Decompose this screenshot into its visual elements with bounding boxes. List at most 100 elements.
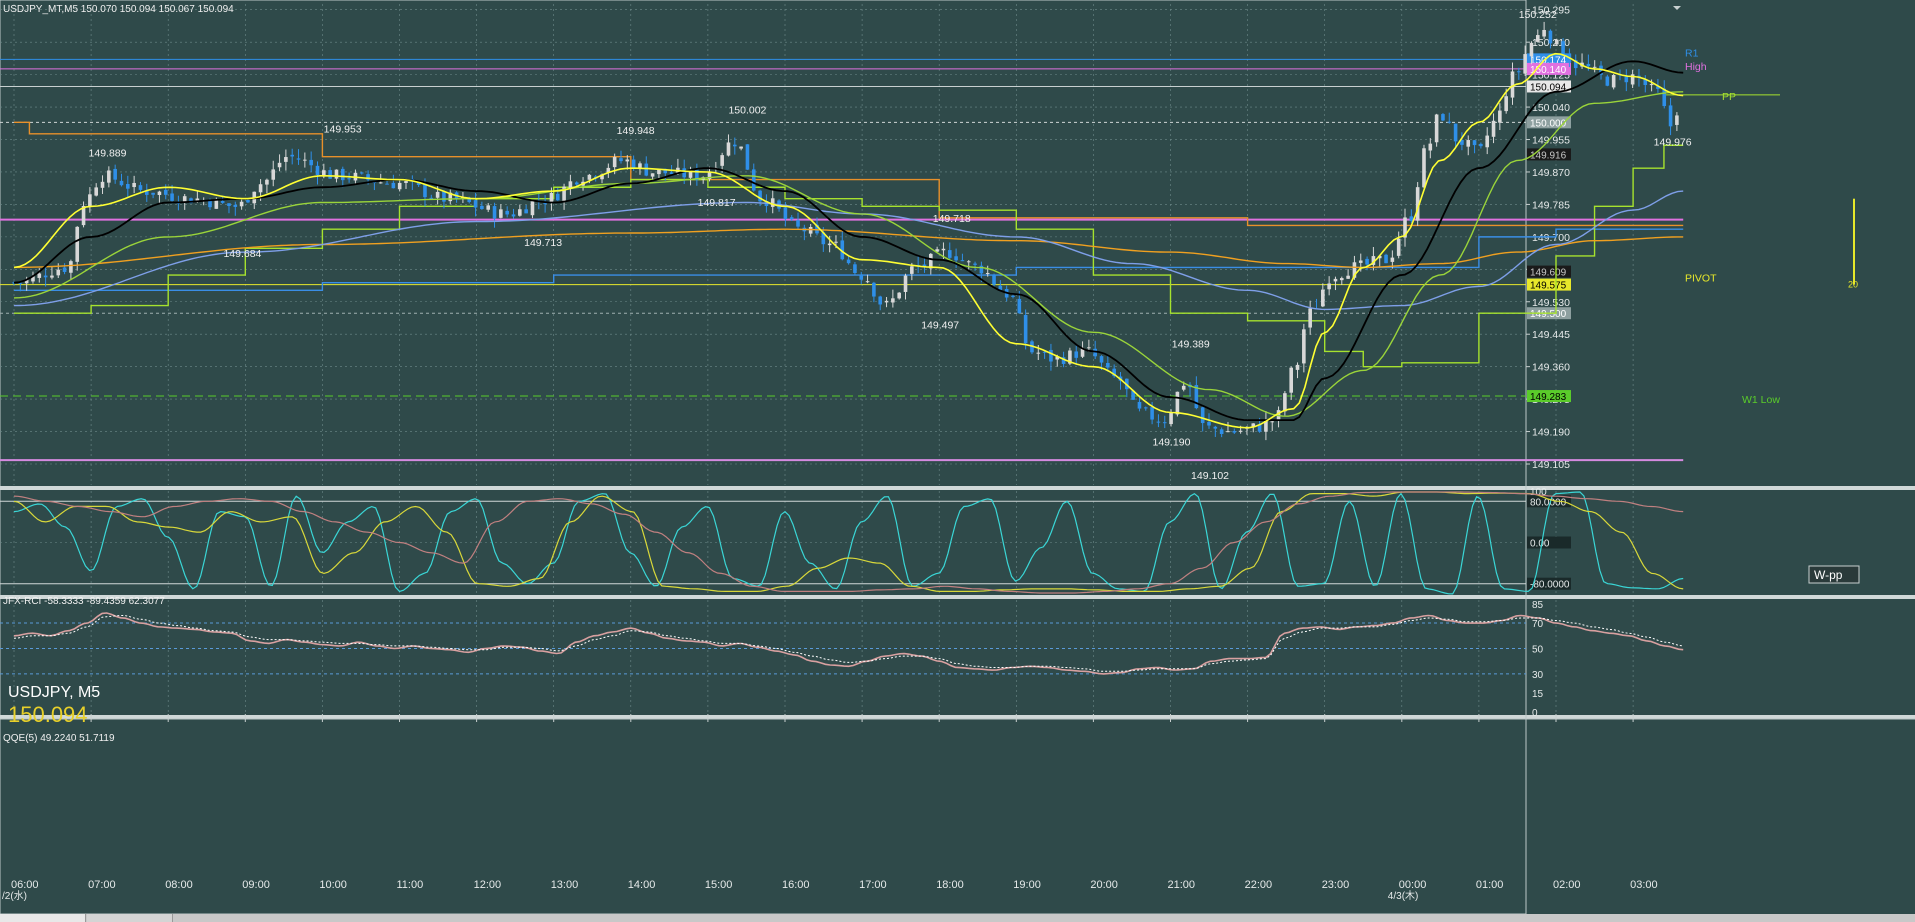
candle-body: [897, 292, 901, 299]
candle-body: [467, 197, 472, 203]
price-tag-box: [1527, 116, 1571, 129]
wpp-button-label: W-pp: [1814, 568, 1843, 582]
panel-separator[interactable]: [0, 486, 1915, 490]
qqe-y-tick-label: 50: [1532, 644, 1544, 655]
candle-body: [1523, 54, 1527, 74]
candle-body: [840, 240, 845, 260]
candle-body: [334, 169, 339, 179]
candle-body: [1542, 29, 1546, 37]
candle-body: [878, 296, 883, 305]
price-annotation: 149.718: [933, 213, 971, 225]
candle-body: [233, 204, 238, 207]
candle-body: [1662, 88, 1667, 107]
wpp-button[interactable]: [1808, 565, 1860, 584]
candle-body: [574, 182, 579, 185]
candle-body: [1472, 140, 1477, 146]
candle-body: [1643, 79, 1648, 86]
candle-body: [1042, 351, 1047, 353]
candle-body: [1675, 115, 1679, 125]
candle-body: [1434, 114, 1439, 143]
y-tick-label: 149.700: [1532, 232, 1570, 244]
price-tag: 149.916: [1530, 150, 1567, 161]
candle-body: [499, 209, 503, 218]
candle-body: [75, 226, 80, 262]
candle-body: [1295, 364, 1300, 370]
candle-body: [1498, 110, 1502, 123]
candle-body: [631, 159, 636, 169]
x-tick-label: 14:00: [628, 879, 656, 891]
candle-body: [707, 171, 712, 180]
candle-body: [1403, 217, 1407, 238]
candle-body: [50, 275, 54, 278]
candle-body: [751, 169, 756, 191]
candle-body: [1238, 430, 1243, 432]
price-tag: 150.140: [1530, 65, 1567, 76]
candle-body: [1422, 148, 1426, 188]
x-tick-label: 03:00: [1630, 879, 1658, 891]
rci-line-slow: [13, 491, 1684, 594]
price-annotation: 149.976: [1654, 137, 1692, 149]
candle-body: [1099, 356, 1104, 363]
candle-body: [1384, 254, 1388, 264]
candle-body: [1017, 298, 1022, 314]
main-panel-info: USDJPY_MT,M5 150.070 150.094 150.067 150…: [3, 4, 234, 15]
candle-body: [505, 210, 509, 215]
candle-body: [644, 163, 649, 176]
candle-body: [404, 181, 408, 183]
candle-body: [1074, 351, 1079, 358]
candle-body: [309, 159, 313, 166]
candle-body: [258, 184, 263, 193]
chart-tab[interactable]: [87, 914, 173, 922]
range-bar-label: 20: [1848, 280, 1858, 290]
candle-body: [1409, 216, 1414, 222]
candle-body: [448, 192, 453, 202]
candle-body: [1226, 431, 1230, 433]
candle-body: [1586, 63, 1591, 67]
price-tag-box: [1527, 53, 1571, 66]
candle-body: [663, 168, 668, 174]
candle-body: [853, 264, 857, 274]
x-tick-label: 21:00: [1168, 879, 1196, 891]
price-tag: 149.500: [1530, 309, 1567, 320]
x-tick-label: 16:00: [782, 879, 810, 891]
sma-fast-line: [13, 52, 1684, 429]
price-tag-box: [1527, 80, 1571, 93]
candle-body: [195, 198, 200, 202]
date-label: /2(水): [2, 890, 27, 902]
candle-body: [1649, 84, 1654, 86]
qqe-y-tick-label: 0: [1532, 708, 1538, 719]
panel-separator[interactable]: [0, 715, 1915, 719]
x-tick-label: 17:00: [859, 879, 887, 891]
candle-body: [827, 243, 832, 246]
candle-body: [1162, 422, 1167, 424]
candle-body: [650, 173, 655, 177]
candle-body: [1283, 393, 1287, 412]
candle-body: [1232, 430, 1237, 433]
candle-body: [973, 263, 977, 265]
candle-body: [726, 142, 731, 156]
candle-body: [1251, 423, 1256, 427]
candle-body: [328, 170, 332, 179]
candle-body: [1156, 421, 1161, 423]
chart-tab[interactable]: [0, 914, 86, 922]
candle-body: [1561, 41, 1565, 56]
candle-body: [770, 198, 775, 207]
level-label: PIVOT: [1685, 273, 1717, 285]
candle-body: [315, 165, 320, 176]
x-tick-label: 18:00: [936, 879, 964, 891]
candle-body: [1049, 349, 1053, 362]
candle-body: [1605, 76, 1610, 86]
level-label: High: [1685, 61, 1707, 73]
candle-body: [322, 170, 326, 177]
chart-tab-bar: [0, 914, 1915, 922]
level-label: PP: [1722, 91, 1736, 103]
candle-body: [208, 200, 212, 208]
candle-body: [1371, 256, 1376, 265]
candle-body: [31, 276, 35, 282]
panel-separator[interactable]: [0, 595, 1915, 599]
candle-body: [220, 201, 225, 203]
scroll-marker-icon[interactable]: [1673, 6, 1681, 10]
